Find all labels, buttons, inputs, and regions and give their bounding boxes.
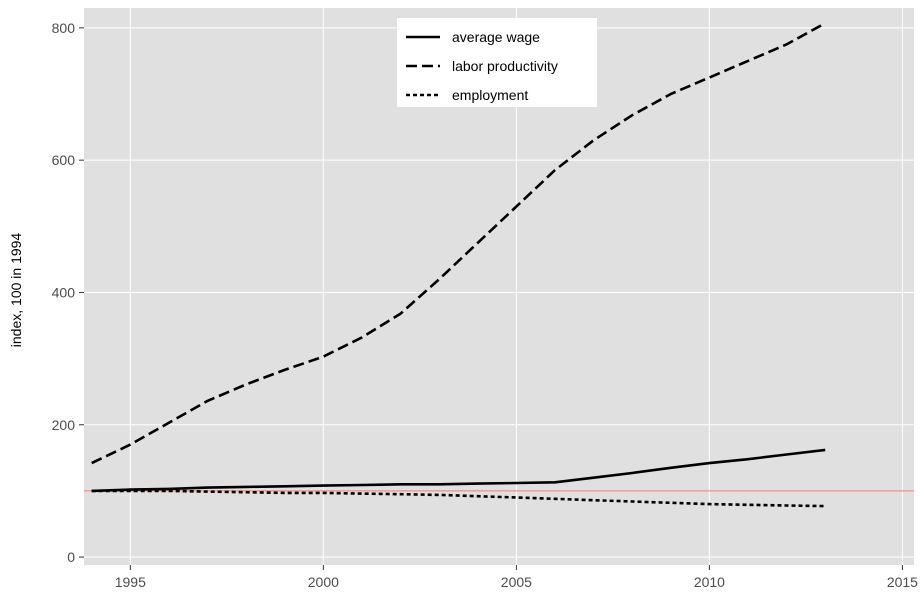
y-tick-label: 800	[52, 20, 76, 36]
y-tick-label: 200	[52, 417, 76, 433]
x-tick-label: 2005	[501, 574, 532, 590]
x-tick-label: 2010	[694, 574, 725, 590]
legend-box	[397, 18, 597, 107]
legend-label: labor productivity	[452, 58, 558, 74]
x-tick-label: 1995	[115, 574, 146, 590]
y-tick-label: 600	[52, 152, 76, 168]
legend-label: employment	[452, 87, 528, 103]
x-tick-label: 2015	[887, 574, 918, 590]
legend: average wage labor productivity employment	[397, 18, 597, 107]
series-line-employment	[91, 489, 826, 508]
legend-label: average wage	[452, 29, 540, 45]
y-axis-title: index, 100 in 1994	[8, 233, 24, 348]
x-tick-label: 2000	[308, 574, 339, 590]
series-line-labor-productivity	[91, 22, 826, 465]
series-line-average-wage	[91, 448, 826, 493]
axes: 1995 2000 2005 2010 2015 0 200 400 600 800	[52, 20, 919, 590]
series-lines	[91, 22, 826, 508]
y-tick-label: 400	[52, 284, 76, 300]
y-tick-label: 0	[67, 549, 75, 565]
